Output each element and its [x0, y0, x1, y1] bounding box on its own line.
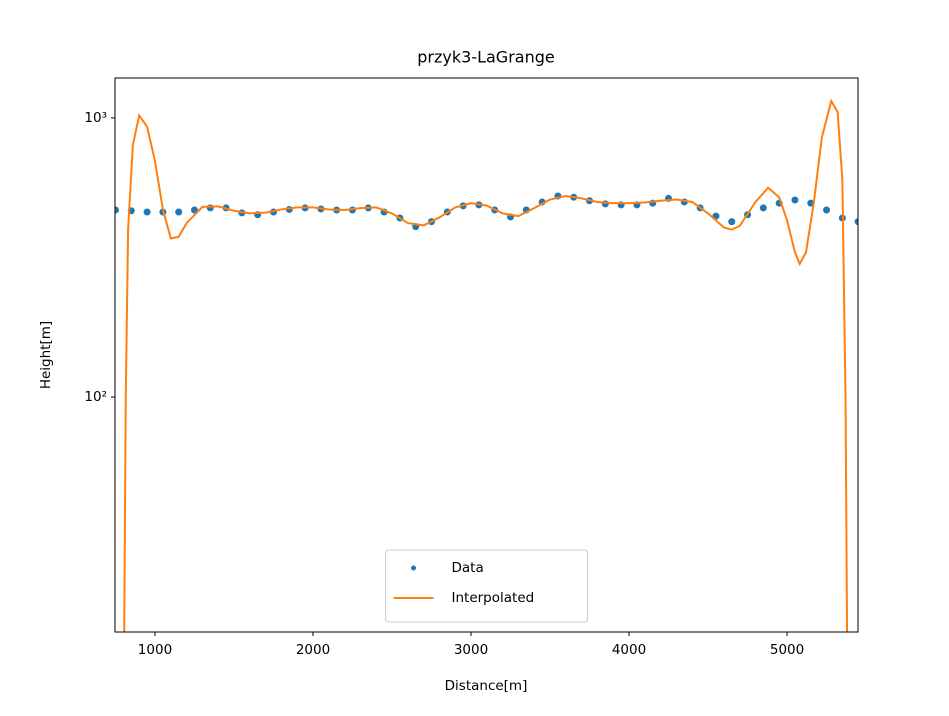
data-point: [143, 208, 151, 216]
data-point: [175, 208, 183, 216]
legend-marker: [411, 565, 416, 571]
data-point: [854, 218, 858, 226]
x-tick-label: 5000: [770, 642, 804, 658]
x-axis-label: Distance[m]: [445, 678, 528, 694]
legend-box: [385, 549, 588, 623]
chart-title: przyk3-LaGrange: [417, 48, 554, 67]
data-point: [190, 206, 198, 214]
x-tick-label: 2000: [296, 642, 330, 658]
data-point: [115, 206, 119, 214]
x-tick-label: 4000: [612, 642, 646, 658]
data-point: [791, 196, 799, 204]
y-axis-label: Height[m]: [38, 321, 54, 389]
axes-frame: [114, 77, 859, 633]
x-tick-label: 3000: [454, 642, 488, 658]
plot-area: [115, 98, 858, 632]
data-point: [823, 206, 831, 214]
y-tick-label: 10²: [84, 389, 107, 405]
legend-label: Data: [452, 560, 484, 576]
data-point: [728, 218, 736, 226]
y-tick-label: 10³: [84, 110, 107, 126]
legend-label: Interpolated: [452, 590, 535, 606]
data-point: [206, 204, 214, 212]
x-tick-label: 1000: [138, 642, 172, 658]
data-point: [759, 204, 767, 212]
interpolated-line: [123, 98, 849, 632]
